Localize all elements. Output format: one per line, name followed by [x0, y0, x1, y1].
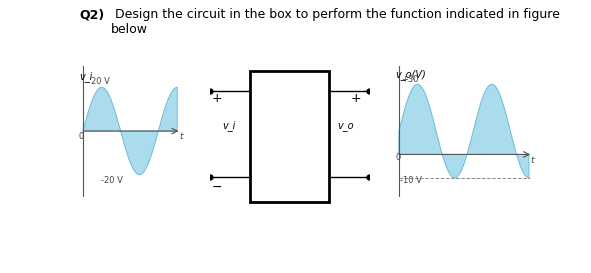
Text: v_i: v_i [79, 71, 93, 82]
Text: v_i: v_i [223, 120, 236, 131]
Text: 0: 0 [79, 132, 84, 141]
Text: v_o: v_o [337, 121, 354, 131]
Bar [249, 71, 330, 202]
Text: t: t [531, 156, 534, 165]
Text: 0: 0 [395, 153, 401, 162]
Text: Design the circuit in the box to perform the function indicated in figure
below: Design the circuit in the box to perform… [111, 8, 560, 36]
Text: −: − [212, 180, 222, 194]
Text: 20 V: 20 V [91, 77, 110, 86]
Text: +: + [212, 92, 222, 105]
Text: Q2): Q2) [80, 8, 105, 21]
Text: -20 V: -20 V [101, 176, 123, 185]
Text: t: t [180, 132, 183, 141]
Text: +: + [350, 92, 361, 105]
Text: -10 V: -10 V [400, 176, 422, 185]
Text: v_o(V): v_o(V) [395, 69, 426, 80]
Text: +30: +30 [401, 75, 419, 84]
